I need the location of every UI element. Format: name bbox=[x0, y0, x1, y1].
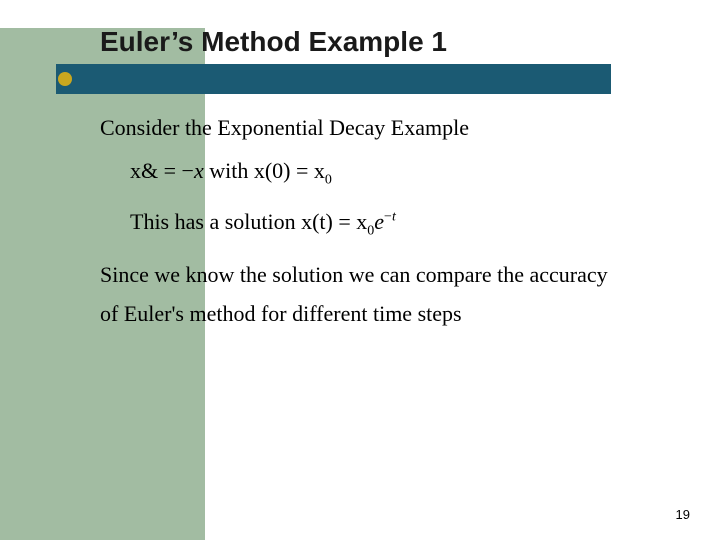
title-underline-bar bbox=[56, 64, 611, 94]
slide-content: Euler’s Method Example 1 Consider the Ex… bbox=[0, 0, 720, 540]
body-line-1: Consider the Exponential Decay Example bbox=[100, 110, 720, 145]
xdot-symbol: x& bbox=[130, 158, 158, 183]
solution-line: This has a solution x(t) = x0e−t bbox=[130, 204, 720, 243]
sol-e: e bbox=[374, 209, 384, 234]
sol-text: This has a solution x(t) = x bbox=[130, 209, 367, 234]
eq-x: x bbox=[194, 158, 204, 183]
eq-neg: − bbox=[182, 158, 194, 183]
body-line-5: of Euler's method for different time ste… bbox=[100, 296, 720, 331]
body-line-4: Since we know the solution we can compar… bbox=[100, 257, 720, 292]
eq-with: with x(0) = x bbox=[204, 158, 325, 183]
eq-sub0: 0 bbox=[325, 173, 332, 188]
sol-exp-neg: − bbox=[384, 210, 392, 225]
title-bullet-icon bbox=[58, 72, 72, 86]
eq-equals: = bbox=[158, 158, 181, 183]
sol-exp-t: t bbox=[392, 210, 396, 225]
slide-title: Euler’s Method Example 1 bbox=[100, 26, 447, 58]
equation-line: x& = −x with x(0) = x0 bbox=[130, 153, 720, 192]
body-text-block: Consider the Exponential Decay Example x… bbox=[100, 110, 720, 331]
page-number: 19 bbox=[676, 507, 690, 522]
